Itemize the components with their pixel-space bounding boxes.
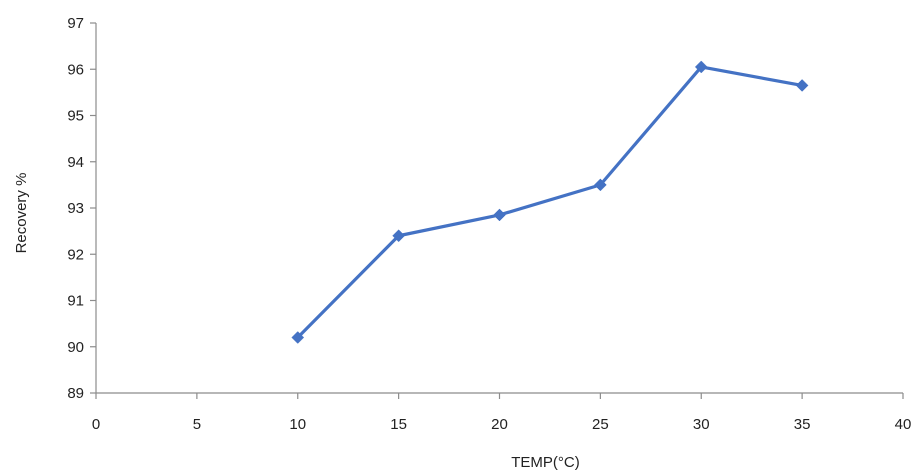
tick-labels: 89 90 91 92 93 94 95 96 97 0 5 10 15 20 25 30 35 40: [67, 15, 911, 433]
x-tick-label: 40: [895, 416, 912, 433]
x-tick-label: 20: [491, 416, 508, 433]
data-point: [594, 178, 607, 192]
data-point: [694, 60, 708, 74]
x-tick-label: 0: [92, 416, 100, 433]
y-axis-title: Recovery %: [13, 173, 30, 254]
data-point: [795, 79, 809, 92]
data-point: [392, 229, 405, 243]
series-line: [296, 65, 804, 340]
x-tick-label: 15: [390, 416, 407, 433]
x-tick-label: 30: [693, 416, 710, 433]
y-tick-label: 95: [67, 108, 84, 125]
axes: [90, 22, 904, 399]
y-tick-label: 96: [67, 61, 84, 78]
y-tick-label: 94: [67, 154, 84, 171]
data-point: [493, 208, 506, 222]
y-tick-label: 92: [67, 246, 84, 263]
x-tick-label: 10: [289, 416, 306, 433]
x-tick-label: 5: [193, 416, 201, 433]
x-tick-label: 35: [794, 416, 811, 433]
y-tick-label: 93: [67, 200, 84, 217]
y-tick-label: 89: [67, 385, 84, 402]
y-tick-label: 97: [67, 15, 84, 32]
y-tick-label: 90: [67, 339, 84, 356]
x-axis-title: TEMP(°C): [511, 454, 580, 470]
data-point: [291, 331, 305, 344]
y-tick-label: 91: [67, 293, 84, 310]
x-tick-label: 25: [592, 416, 609, 433]
series: [291, 60, 809, 344]
